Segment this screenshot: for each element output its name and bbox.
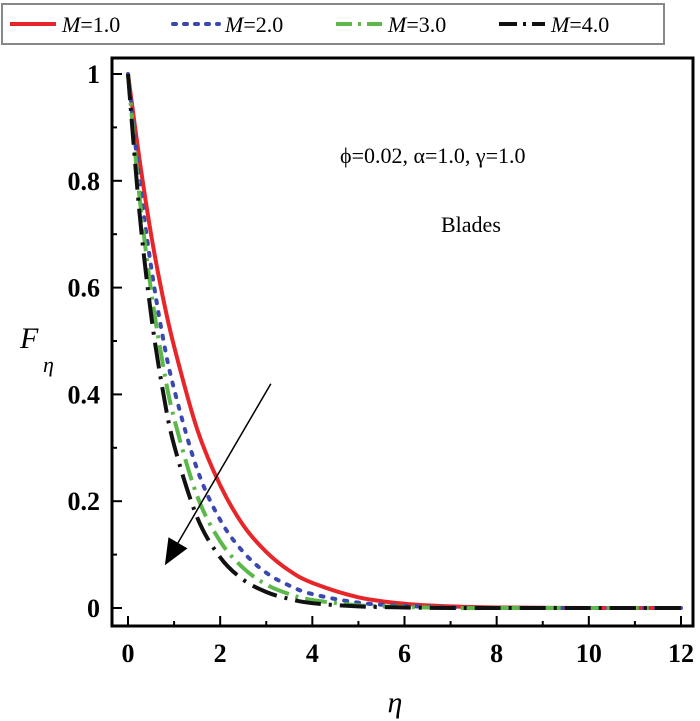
- y-tick-label: 0.4: [68, 380, 101, 409]
- series-line-m3: [126, 73, 681, 611]
- x-tick-label: 6: [398, 639, 411, 668]
- axes: 0 2 4 6 8 10 12 0 0.2 0.4 0.6 0.8 1: [68, 60, 695, 668]
- legend-label: M=1.0: [61, 12, 120, 37]
- arrow-layer: [164, 383, 272, 566]
- legend-label: M=2.0: [224, 12, 283, 37]
- x-tick-label: 2: [214, 639, 227, 668]
- y-tick-label: 1: [87, 60, 100, 89]
- annotation-parameters: ϕ=0.02, α=1.0, γ=1.0: [340, 143, 526, 168]
- y-tick-label: 0.8: [68, 167, 101, 196]
- x-tick-label: 10: [576, 639, 602, 668]
- x-tick-label: 4: [306, 639, 319, 668]
- x-tick-label: 12: [668, 639, 694, 668]
- x-axis-label: η: [388, 686, 403, 719]
- series-line-m2: [126, 72, 683, 611]
- legend: M=1.0 M=2.0 M=3.0 M=4.0: [1, 3, 665, 45]
- legend-label: M=3.0: [387, 12, 446, 37]
- x-tick-label: 8: [490, 639, 503, 668]
- trend-arrow-head: [164, 537, 188, 566]
- trend-arrow-shaft: [177, 383, 272, 544]
- annotation-blades: Blades: [441, 212, 501, 237]
- y-tick-label: 0: [87, 594, 100, 623]
- series-layer: [126, 72, 683, 611]
- y-tick-label: 0.6: [68, 274, 101, 303]
- x-tick-label: 0: [122, 639, 135, 668]
- y-axis-label: F: [19, 322, 39, 355]
- legend-frame: [1, 3, 665, 45]
- legend-label: M=4.0: [550, 12, 609, 37]
- series-line-m4: [126, 73, 681, 611]
- y-axis-label-subscript: η: [43, 352, 54, 377]
- y-tick-label: 0.2: [68, 487, 101, 516]
